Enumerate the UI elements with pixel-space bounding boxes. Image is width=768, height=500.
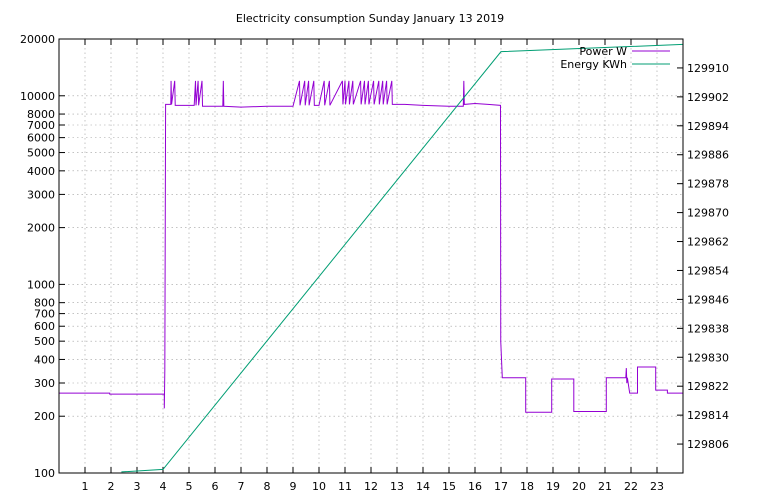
series-line-power-w bbox=[59, 80, 683, 413]
y-tick-label: 7000 bbox=[27, 119, 55, 132]
y2-tick-label: 129846 bbox=[687, 293, 729, 306]
chart-title: Electricity consumption Sunday January 1… bbox=[236, 12, 504, 25]
y-tick-label: 700 bbox=[34, 308, 55, 321]
x-tick-label: 15 bbox=[442, 480, 456, 493]
y2-tick-label: 129870 bbox=[687, 207, 729, 220]
grid-layer bbox=[59, 38, 683, 474]
y-tick-label: 400 bbox=[34, 353, 55, 366]
y2-tick-label: 129878 bbox=[687, 178, 729, 191]
plot-frame bbox=[58, 38, 684, 474]
x-tick-label: 9 bbox=[290, 480, 297, 493]
y-tick-label: 600 bbox=[34, 320, 55, 333]
y-tick-label: 200 bbox=[34, 410, 55, 423]
x-tick-label: 2 bbox=[108, 480, 115, 493]
y-tick-label: 10000 bbox=[20, 90, 55, 103]
x-tick-label: 20 bbox=[572, 480, 586, 493]
x-tick-label: 3 bbox=[134, 480, 141, 493]
y-tick-label: 8000 bbox=[27, 108, 55, 121]
x-tick-label: 16 bbox=[468, 480, 482, 493]
series-line-energy-kwh bbox=[121, 43, 684, 473]
x-tick-label: 10 bbox=[312, 480, 326, 493]
x-tick-label: 6 bbox=[212, 480, 219, 493]
x-tick-label: 12 bbox=[364, 480, 378, 493]
y2-tick-label: 129854 bbox=[687, 264, 729, 277]
y2-tick-label: 129862 bbox=[687, 236, 729, 249]
legend: Power W Energy KWh bbox=[560, 45, 670, 71]
y-tick-label: 100 bbox=[34, 467, 55, 480]
y2-tick-label: 129894 bbox=[687, 120, 729, 133]
x-tick-label: 22 bbox=[624, 480, 638, 493]
x-tick-label: 19 bbox=[546, 480, 560, 493]
x-tick-label: 17 bbox=[494, 480, 508, 493]
axis-layer: 1 2 3 4 5 6 7 8 9 10 11 12 13 14 15 16 17 18 19 20 21 22 23100… bbox=[20, 33, 729, 493]
x-tick-label: 5 bbox=[186, 480, 193, 493]
x-tick-label: 18 bbox=[520, 480, 534, 493]
series-layer bbox=[59, 43, 684, 473]
x-tick-label: 8 bbox=[264, 480, 271, 493]
y2-tick-label: 129814 bbox=[687, 409, 729, 422]
y-tick-label: 500 bbox=[34, 335, 55, 348]
y2-tick-label: 129910 bbox=[687, 62, 729, 75]
x-tick-label: 7 bbox=[238, 480, 245, 493]
y-tick-label: 4000 bbox=[27, 165, 55, 178]
y2-tick-label: 129886 bbox=[687, 149, 729, 162]
y2-tick-label: 129902 bbox=[687, 91, 729, 104]
y-tick-label: 6000 bbox=[27, 132, 55, 145]
y2-tick-label: 129830 bbox=[687, 351, 729, 364]
y-tick-label: 20000 bbox=[20, 33, 55, 46]
x-tick-label: 21 bbox=[598, 480, 612, 493]
y-tick-label: 800 bbox=[34, 297, 55, 310]
x-tick-label: 13 bbox=[390, 480, 404, 493]
x-tick-label: 1 bbox=[82, 480, 89, 493]
y2-tick-label: 129838 bbox=[687, 322, 729, 335]
y-tick-label: 3000 bbox=[27, 188, 55, 201]
y2-tick-label: 129806 bbox=[687, 438, 729, 451]
x-tick-label: 4 bbox=[160, 480, 167, 493]
y-tick-label: 1000 bbox=[27, 278, 55, 291]
y-tick-label: 2000 bbox=[27, 222, 55, 235]
x-tick-label: 23 bbox=[650, 480, 664, 493]
x-tick-label: 14 bbox=[416, 480, 430, 493]
legend-label-power: Power W bbox=[579, 45, 627, 58]
y-tick-label: 5000 bbox=[27, 147, 55, 160]
x-tick-label: 11 bbox=[338, 480, 352, 493]
y2-tick-label: 129822 bbox=[687, 380, 729, 393]
y-tick-label: 300 bbox=[34, 377, 55, 390]
legend-label-energy: Energy KWh bbox=[560, 58, 627, 71]
